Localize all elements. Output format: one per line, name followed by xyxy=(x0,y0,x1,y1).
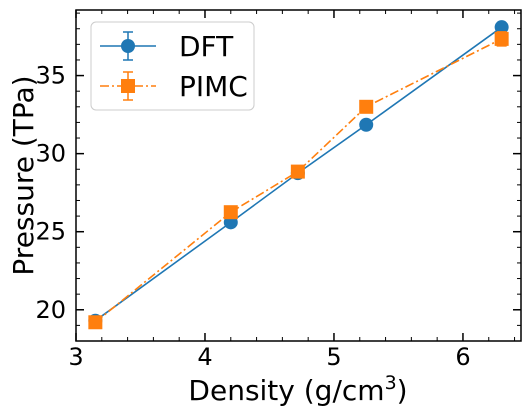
ticks: 3 4 5 6 20 25 30 35 xyxy=(35,10,521,371)
data-point-dft xyxy=(359,117,374,132)
x-axis-label-end: ) xyxy=(397,374,408,407)
data-point-pimc xyxy=(88,315,103,330)
series-pimc xyxy=(88,31,509,330)
y-tick-label: 30 xyxy=(35,140,66,168)
y-axis-label: Pressure (TPa) xyxy=(7,75,40,275)
x-axis-label-main: Density (g/cm xyxy=(188,374,384,407)
x-tick-label: 5 xyxy=(326,343,341,371)
y-tick-label: 20 xyxy=(35,296,66,324)
data-point-dft xyxy=(494,20,509,35)
series-line-pimc xyxy=(94,38,503,323)
data-point-pimc xyxy=(359,99,374,114)
x-tick-label: 4 xyxy=(197,343,212,371)
plot-area xyxy=(88,20,509,330)
y-tick-label: 25 xyxy=(35,218,66,246)
x-axis-label-sup: 3 xyxy=(385,372,397,394)
data-point-pimc xyxy=(494,31,509,46)
legend-label-pimc: PIMC xyxy=(179,70,248,103)
legend: DFT PIMC xyxy=(90,21,255,111)
data-point-pimc xyxy=(223,205,238,220)
data-point-pimc xyxy=(290,164,305,179)
legend-entry-pimc: PIMC xyxy=(100,70,248,103)
legend-marker-pimc xyxy=(121,79,135,93)
axes-frame xyxy=(75,9,522,342)
x-tick-label: 6 xyxy=(455,343,470,371)
legend-entry-dft: DFT xyxy=(100,30,234,63)
legend-label-dft: DFT xyxy=(179,30,234,63)
y-tick-label: 35 xyxy=(35,62,66,90)
x-axis-label: Density (g/cm3) xyxy=(188,372,407,407)
legend-marker-dft xyxy=(121,39,135,53)
x-tick-label: 3 xyxy=(68,343,83,371)
